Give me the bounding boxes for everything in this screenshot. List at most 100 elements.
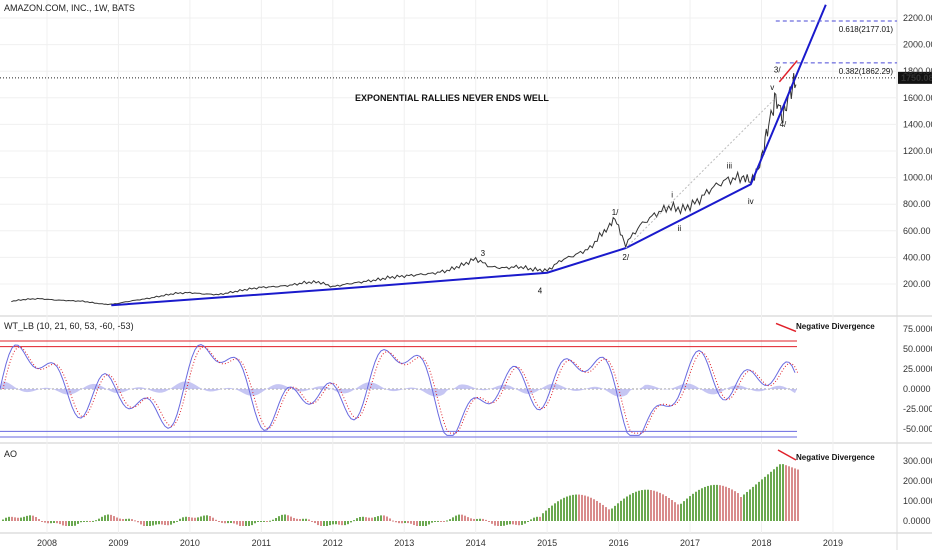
ao-bar — [11, 516, 13, 521]
ao-indicator-title[interactable]: AO — [4, 449, 17, 459]
ao-bar — [644, 489, 646, 521]
ao-bar — [452, 517, 454, 521]
ao-bar — [602, 504, 604, 521]
ao-bar — [587, 496, 589, 521]
ao-bar — [743, 494, 745, 521]
ao-bar — [677, 504, 679, 521]
ao-pane[interactable] — [2, 449, 799, 526]
ao-bar — [209, 516, 211, 521]
wave-label: 4/ — [780, 120, 787, 129]
ao-bar — [98, 518, 100, 521]
ao-bar — [95, 520, 97, 522]
ao-bar — [332, 521, 334, 525]
ao-bar — [227, 521, 229, 524]
ao-bar — [656, 491, 658, 521]
ao-bar — [41, 521, 43, 522]
price-tick-label: 1400.00 — [903, 119, 932, 129]
ao-bar — [230, 521, 232, 523]
ao-bar — [593, 499, 595, 521]
ao-bar — [371, 517, 373, 521]
wt-tick-label: 50.0000 — [903, 344, 932, 354]
ao-bar — [377, 516, 379, 521]
ao-bar — [425, 521, 427, 526]
ao-bar — [524, 521, 526, 524]
ao-bar — [530, 519, 532, 521]
ao-bar — [575, 494, 577, 521]
ao-bar — [404, 521, 406, 524]
time-tick-label: 2013 — [394, 538, 414, 548]
ao-bar — [233, 521, 235, 524]
ao-bar — [8, 516, 10, 521]
ao-bar — [245, 521, 247, 526]
wt-indicator-title[interactable]: WT_LB (10, 21, 60, 53, -60, -53) — [4, 321, 134, 331]
ao-bar — [173, 521, 175, 524]
symbol-title: AMAZON.COM, INC., 1W, BATS — [4, 3, 135, 13]
ao-bar — [626, 496, 628, 521]
current-price-label: 1750.08 — [901, 73, 932, 83]
connector-dotted-line — [625, 97, 777, 249]
ao-bar — [323, 521, 325, 526]
ao-bar — [518, 521, 520, 526]
ao-bar — [248, 521, 250, 526]
ao-bar — [146, 521, 148, 526]
ao-bar — [263, 520, 265, 522]
ao-bar — [797, 469, 799, 521]
price-tick-label: 600.00 — [903, 226, 931, 236]
ao-bar — [218, 521, 220, 522]
ao-bar — [629, 494, 631, 521]
ao-bar — [71, 521, 73, 526]
ao-bar — [119, 518, 121, 521]
ao-bar — [779, 464, 781, 521]
ao-bar — [596, 500, 598, 521]
wt-pane[interactable] — [0, 322, 799, 438]
ao-divergence-label: Negative Divergence — [796, 453, 875, 462]
ao-bar — [485, 519, 487, 521]
ao-bar — [488, 521, 490, 522]
ao-bar — [389, 518, 391, 521]
price-pane[interactable]: 0.618(2177.01) 0.382(1862.29) 1750.08 3 4 1/2… — [0, 4, 932, 307]
ao-bar — [392, 520, 394, 522]
ao-bar — [737, 493, 739, 521]
ao-bar — [437, 520, 439, 522]
ao-bar — [290, 516, 292, 521]
wt-tick-label: -25.0000 — [903, 404, 932, 414]
ao-bar — [503, 521, 505, 526]
ao-bar — [140, 521, 142, 525]
ao-bar — [566, 496, 568, 521]
price-tick-label: 400.00 — [903, 252, 931, 262]
ao-bar — [647, 489, 649, 521]
wave-label: 2/ — [622, 253, 629, 262]
ao-bar — [770, 471, 772, 521]
ao-bar — [269, 520, 271, 522]
ao-bar — [83, 521, 85, 522]
ao-bar — [416, 521, 418, 526]
ao-bar — [407, 521, 409, 524]
ao-bar — [632, 493, 634, 521]
ao-bar — [767, 474, 769, 521]
ao-bar — [653, 490, 655, 521]
ao-bar — [56, 521, 58, 524]
ao-bar — [5, 517, 7, 521]
ao-bar — [329, 521, 331, 526]
ao-bar — [134, 520, 136, 522]
ao-bar — [272, 519, 274, 521]
ao-bar — [419, 521, 421, 526]
wave-label: ii — [678, 224, 682, 233]
time-tick-label: 2018 — [751, 538, 771, 548]
ao-bar — [704, 486, 706, 521]
ao-bar — [788, 466, 790, 521]
ao-bar — [14, 517, 16, 521]
ao-bar — [665, 496, 667, 521]
price-divergence-line — [778, 60, 798, 83]
ao-bar — [791, 467, 793, 521]
ao-bar — [689, 496, 691, 521]
ao-bar — [680, 503, 682, 521]
ao-bar — [761, 479, 763, 521]
ao-bar — [368, 517, 370, 521]
ao-bar — [215, 519, 217, 521]
ao-bar — [80, 521, 82, 523]
time-tick-label: 2008 — [37, 538, 57, 548]
ao-bar — [776, 466, 778, 521]
ao-bar — [506, 521, 508, 525]
wt-divergence-line — [775, 322, 797, 333]
